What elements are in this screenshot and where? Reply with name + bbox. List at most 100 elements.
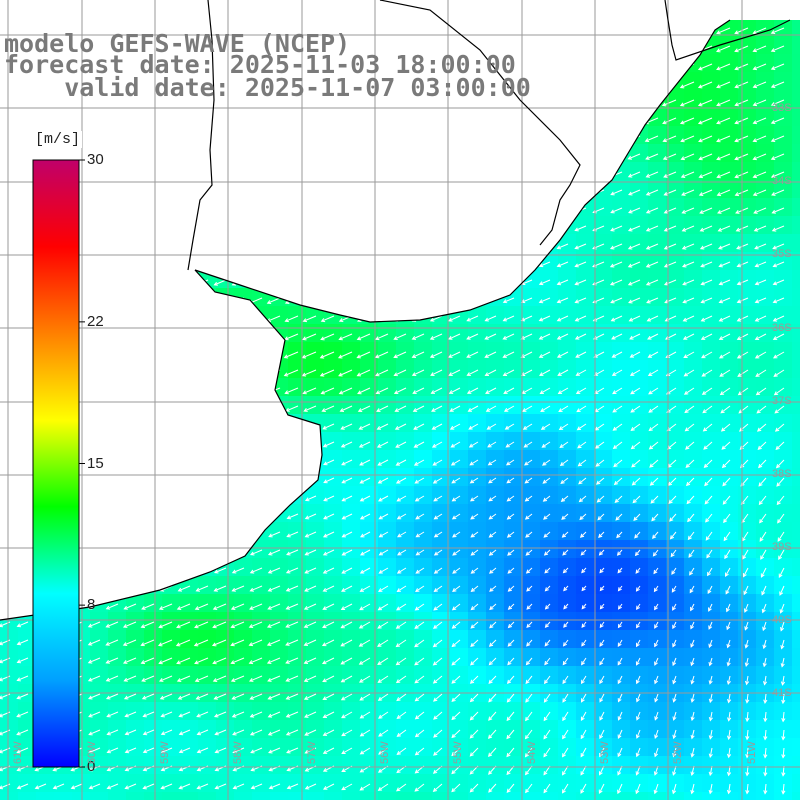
wind-arrow xyxy=(305,477,317,483)
wind-arrow-head xyxy=(105,605,111,610)
wind-arrow-head xyxy=(177,317,182,322)
wind-arrow xyxy=(757,441,767,450)
field-cell xyxy=(432,450,451,469)
wind-arrow-head xyxy=(720,409,725,414)
field-cell xyxy=(396,288,415,307)
field-cell xyxy=(324,108,343,127)
field-cell xyxy=(18,0,37,19)
field-cell xyxy=(0,576,19,595)
wind-arrow xyxy=(635,567,641,574)
field-cell xyxy=(252,360,271,379)
wind-arrow xyxy=(197,549,209,555)
wind-arrow xyxy=(756,405,767,414)
wind-arrow-head xyxy=(430,281,435,286)
field-cell xyxy=(756,774,775,793)
wind-arrow-head xyxy=(304,587,309,592)
wind-arrow-head xyxy=(360,12,363,15)
wind-arrow-head xyxy=(502,263,508,268)
field-cell xyxy=(450,180,469,199)
wind-arrow xyxy=(143,369,155,375)
wind-arrow xyxy=(577,423,587,431)
field-cell xyxy=(180,738,199,757)
wind-arrow xyxy=(179,387,191,393)
wind-arrow-head xyxy=(196,497,201,502)
field-cell xyxy=(216,414,235,433)
field-cell xyxy=(540,792,559,800)
wind-arrow xyxy=(521,135,533,141)
field-cell xyxy=(522,162,541,181)
wind-arrow-head xyxy=(469,479,475,484)
wind-arrow-head xyxy=(88,263,94,268)
wind-arrow-head xyxy=(340,606,346,611)
wind-arrow xyxy=(323,117,335,123)
field-cell xyxy=(288,630,307,649)
wind-arrow-head xyxy=(538,137,543,142)
field-cell xyxy=(234,774,253,793)
wind-arrow-head xyxy=(612,426,617,431)
wind-arrow xyxy=(357,351,371,359)
wind-arrow xyxy=(646,225,659,232)
wind-arrow-head xyxy=(734,102,739,107)
wind-arrow-head xyxy=(466,101,472,106)
wind-arrow xyxy=(771,117,785,124)
wind-arrow-head xyxy=(16,443,22,448)
field-cell xyxy=(684,540,703,559)
wind-arrow-head xyxy=(178,173,184,178)
wind-arrow xyxy=(648,351,659,358)
wind-arrow-head xyxy=(106,533,111,538)
field-cell xyxy=(486,342,505,361)
wind-arrow xyxy=(376,387,389,394)
wind-arrow xyxy=(430,333,443,340)
wind-arrow xyxy=(16,171,29,178)
wind-arrow-head xyxy=(230,300,235,305)
field-cell xyxy=(540,342,559,361)
wind-arrow xyxy=(700,225,713,232)
wind-arrow xyxy=(215,117,227,123)
wind-arrow-head xyxy=(560,497,566,502)
wind-arrow-head xyxy=(705,536,710,541)
wind-arrow xyxy=(179,351,191,357)
field-cell xyxy=(756,558,775,577)
wind-arrow xyxy=(755,333,767,340)
field-cell xyxy=(558,234,577,253)
field-cell xyxy=(540,36,559,55)
field-cell xyxy=(792,414,800,433)
wind-arrow-head xyxy=(616,551,622,556)
wind-arrow xyxy=(415,495,425,502)
field-cell xyxy=(342,630,361,649)
wind-arrow xyxy=(718,243,731,250)
field-cell xyxy=(90,648,109,667)
field-cell xyxy=(792,378,800,397)
wind-arrow-head xyxy=(124,389,130,394)
field-cell xyxy=(702,198,721,217)
wind-arrow-head xyxy=(412,408,418,412)
wind-arrow xyxy=(412,387,425,394)
wind-arrow xyxy=(179,531,191,537)
wind-arrow xyxy=(142,279,155,286)
wind-arrow xyxy=(502,153,515,160)
field-cell xyxy=(612,252,631,271)
wind-arrow xyxy=(654,585,659,592)
field-cell xyxy=(738,126,757,145)
wind-arrow xyxy=(142,441,155,448)
field-cell xyxy=(594,72,613,91)
field-cell xyxy=(198,126,217,145)
field-cell xyxy=(684,108,703,127)
wind-arrow xyxy=(544,549,551,556)
wind-arrow-head xyxy=(393,336,398,341)
field-cell xyxy=(774,342,793,361)
wind-arrow xyxy=(506,459,515,466)
wind-arrow-head xyxy=(718,336,724,340)
wind-arrow-head xyxy=(177,263,183,268)
wind-arrow xyxy=(414,477,425,484)
field-cell xyxy=(252,414,271,433)
field-cell xyxy=(180,162,199,181)
wind-arrow-head xyxy=(250,191,255,196)
wind-arrow xyxy=(143,333,155,339)
wind-arrow xyxy=(251,117,263,123)
wind-arrow-head xyxy=(123,587,129,592)
field-cell xyxy=(738,630,757,649)
field-cell xyxy=(738,162,757,181)
wind-arrow-head xyxy=(627,263,633,268)
field-cell xyxy=(666,126,685,145)
